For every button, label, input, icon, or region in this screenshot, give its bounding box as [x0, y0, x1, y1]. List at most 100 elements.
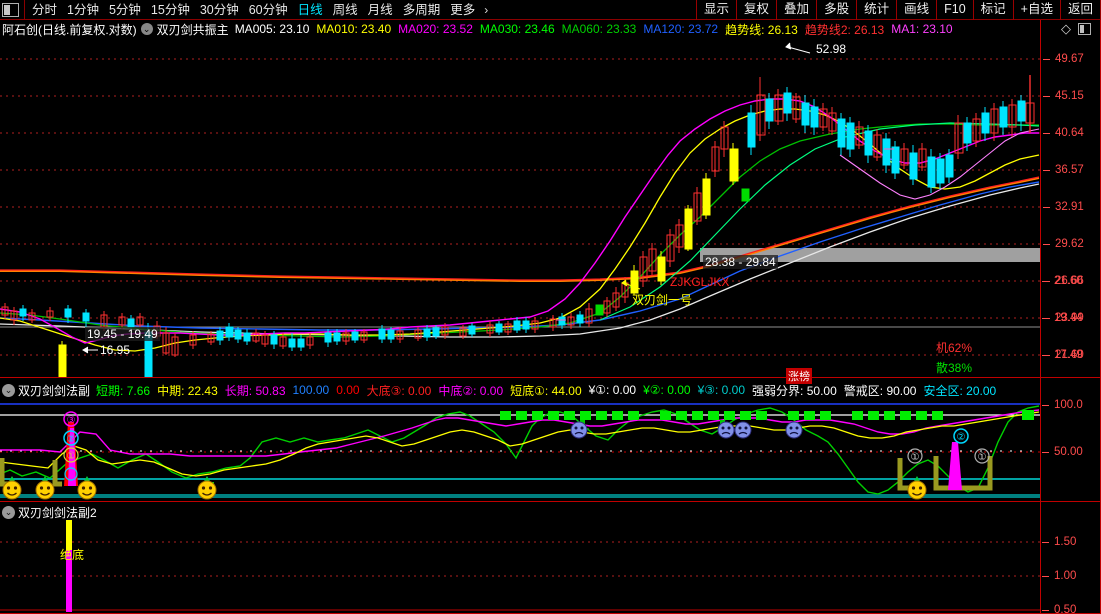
chevron-right-icon[interactable]: ›	[484, 2, 489, 17]
high-price-label: 52.98	[816, 42, 847, 56]
svg-text:②: ②	[67, 434, 76, 445]
yellow-line	[0, 411, 1040, 477]
button-mark[interactable]: 标记	[972, 0, 1013, 20]
circled-markers: ③ ② ① ① ① ②	[63, 411, 990, 481]
button-multistock[interactable]: 多股	[816, 0, 856, 20]
field-yen-2: ¥②: 0.00	[643, 383, 691, 397]
axis-label: 45.15	[1055, 90, 1084, 102]
button-statistics[interactable]: 统计	[856, 0, 896, 20]
indicator-name[interactable]: 双刃剑共振主	[156, 22, 229, 37]
period-fenshi[interactable]: 分时	[32, 2, 58, 17]
button-adjust[interactable]: 复权	[736, 0, 776, 20]
indicator-1-axis: 100.0 50.00	[1040, 398, 1101, 501]
sub-panel-2-title[interactable]: 双刃剑剑法副2	[18, 505, 97, 520]
panel-divider-2	[0, 501, 1040, 502]
period-multi[interactable]: 多周期	[402, 2, 441, 17]
axis-label: 50.00	[1054, 446, 1083, 458]
ma005-value: MA005: 23.10	[234, 22, 310, 36]
absolute-bottom-label: 绝底	[60, 548, 85, 562]
trendline-value: 趋势线: 26.13	[725, 22, 798, 37]
button-back[interactable]: 返回	[1059, 0, 1101, 20]
period-more[interactable]: 更多	[450, 2, 476, 17]
panel-divider-2b	[1040, 501, 1101, 502]
field-yen-3: ¥③: 0.00	[697, 383, 746, 397]
sub-panel-1-plot[interactable]: ③ ② ① ① ① ②	[0, 398, 1040, 501]
field-warning-zone: 警戒区: 90.00	[843, 383, 917, 398]
period-daily[interactable]: 日线	[297, 2, 323, 17]
sub-panel-1-title[interactable]: 双刃剑剑法副	[18, 383, 91, 398]
button-drawline[interactable]: 画线	[896, 0, 936, 20]
high-arrow-icon	[785, 42, 811, 54]
diamond-icon[interactable]: ◇	[1061, 21, 1071, 36]
top-toolbar: 分时 1分钟 5分钟 15分钟 30分钟 60分钟 日线 周线 月线 多周期 更…	[0, 0, 1101, 20]
period-30min[interactable]: 30分钟	[199, 2, 239, 17]
absolute-bottom-bar-top	[66, 520, 72, 550]
field-long: 长期: 50.83	[224, 383, 286, 398]
gray-band-label: 28.38 - 29.84	[703, 255, 778, 269]
sub-panel-2-plot[interactable]: 绝底	[0, 520, 1040, 614]
svg-text:②: ②	[957, 432, 966, 443]
svg-text:①: ①	[911, 452, 920, 463]
button-overlay[interactable]: 叠加	[776, 0, 816, 20]
axis-label: 32.91	[1055, 201, 1084, 213]
main-chart-plot[interactable]: 52.98 28.38 - 29.84 19.45 - 19.49 16.95 …	[0, 37, 1040, 384]
toolbar-divider	[24, 0, 25, 20]
panel-divider-1	[0, 377, 1101, 378]
smiley-face-markers	[2, 476, 927, 500]
support-band-label: 19.45 - 19.49	[85, 327, 160, 341]
green-square-markers	[204, 410, 1034, 491]
button-f10[interactable]: F10	[936, 0, 973, 20]
ma1-line	[839, 128, 1040, 200]
chevron-down-circle-icon[interactable]: ⌄	[140, 23, 153, 35]
ma030-value: MA030: 23.46	[479, 22, 555, 36]
axis-label: 29.62	[1055, 238, 1084, 250]
panel-icon[interactable]	[1078, 23, 1091, 35]
panel-toggle-icon[interactable]	[2, 2, 19, 17]
field-red: 0.00	[336, 383, 360, 397]
retail-ratio-label: 散38%	[936, 361, 973, 375]
axis-label: 36.57	[1055, 164, 1084, 176]
indicator-2-axis: 1.50 1.00 0.50	[1040, 520, 1101, 614]
chevron-down-circle-icon[interactable]: ⌄	[2, 505, 15, 519]
button-add-watchlist[interactable]: +自选	[1012, 0, 1060, 20]
period-5min[interactable]: 5分钟	[108, 2, 141, 17]
main-chart-header: 阿石创(日线.前复权.对数) ⌄ 双刃剑共振主 MA005: 23.10 MA0…	[0, 21, 1101, 37]
field-mid: 中期: 22.43	[157, 383, 218, 398]
period-60min[interactable]: 60分钟	[248, 2, 288, 17]
svg-text:①: ①	[67, 451, 76, 462]
ma1-value: MA1: 23.10	[891, 22, 953, 36]
field-short-bottom: 短底①: 44.00	[510, 383, 582, 398]
axis-label: 26.66	[1055, 275, 1084, 287]
resistance-band	[700, 248, 1040, 262]
axis-label: 17.49	[1054, 349, 1083, 361]
axis-label: 21.60	[1055, 349, 1084, 361]
low-arrow-icon	[82, 346, 98, 354]
svg-text:③: ③	[67, 415, 76, 426]
button-display[interactable]: 显示	[696, 0, 736, 20]
chevron-down-circle-icon[interactable]: ⌄	[2, 383, 15, 397]
price-axis-lower: 21.60 19.44 17.49	[1040, 275, 1101, 380]
stock-title: 阿石创(日线.前复权.对数)	[2, 22, 137, 37]
field-yen-1: ¥①: 0.00	[588, 383, 637, 397]
axis-label: 0.50	[1054, 604, 1077, 614]
axis-label: 49.67	[1055, 53, 1084, 65]
signal-spike	[64, 422, 962, 490]
candlestick-svg	[0, 37, 1040, 378]
signal-arrow-icon	[621, 279, 641, 290]
period-15min[interactable]: 15分钟	[150, 2, 190, 17]
indicator-1-svg: ③ ② ① ① ① ②	[0, 398, 1040, 501]
axis-label: 19.44	[1054, 312, 1083, 324]
field-strong-weak: 强弱分界: 50.00	[752, 383, 837, 398]
signal-label-zjkgljkx: ZJKGLJKX	[670, 275, 730, 289]
sad-face-markers	[570, 421, 803, 439]
ma030-line	[0, 123, 1039, 338]
candle-series	[1, 75, 1035, 378]
period-monthly[interactable]: 月线	[367, 2, 393, 17]
trendline2-value: 趋势线2: 26.13	[804, 22, 885, 37]
toolbar-actions: 显示 复权 叠加 多股 统计 画线 F10 标记 +自选 返回	[696, 0, 1101, 20]
field-mid-bottom: 中底②: 0.00	[438, 383, 504, 398]
field-safe-zone: 安全区: 20.00	[923, 383, 997, 398]
period-weekly[interactable]: 周线	[332, 2, 358, 17]
period-1min[interactable]: 1分钟	[67, 2, 99, 17]
